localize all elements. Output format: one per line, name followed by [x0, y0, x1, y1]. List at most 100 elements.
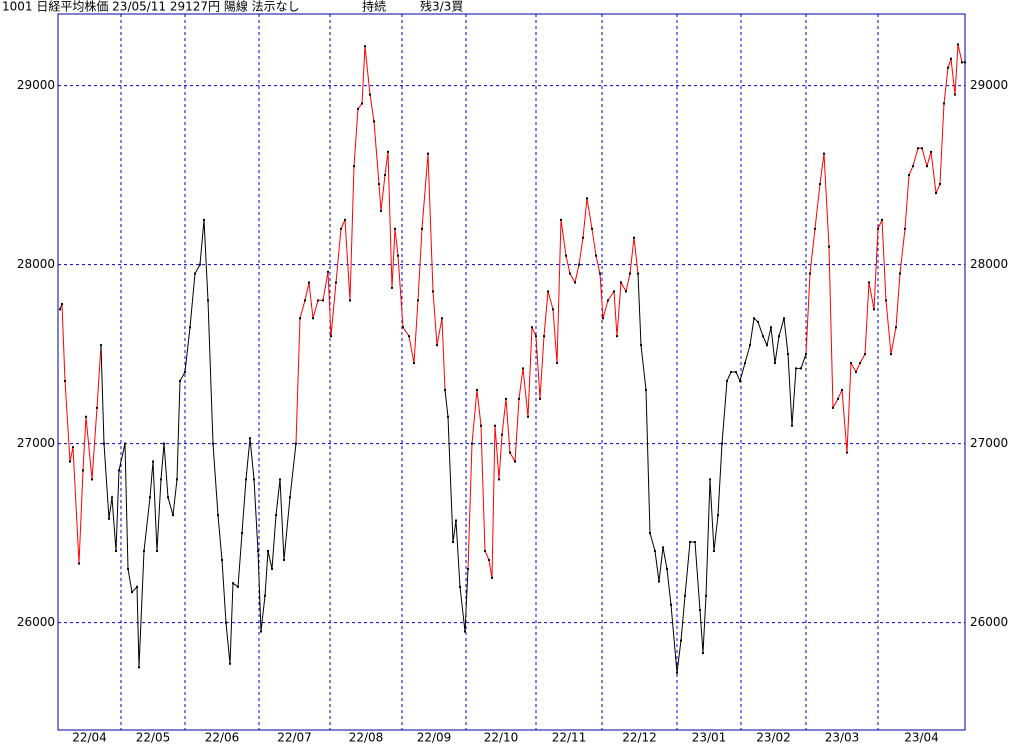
- price-point: [111, 496, 113, 499]
- price-point: [167, 496, 169, 499]
- price-point: [744, 362, 746, 365]
- price-point: [136, 585, 138, 588]
- price-point: [131, 591, 133, 594]
- price-point: [143, 550, 145, 552]
- price-point: [253, 478, 255, 481]
- x-tick-label: 23/03: [825, 731, 860, 745]
- price-point: [444, 388, 446, 391]
- price-point: [189, 326, 191, 329]
- price-point: [459, 585, 461, 588]
- y-tick-label-right: 26000: [970, 615, 1008, 629]
- price-point: [599, 272, 601, 275]
- price-point: [607, 299, 609, 302]
- price-point: [249, 437, 251, 440]
- price-point: [552, 308, 554, 311]
- line-connector: [295, 318, 301, 444]
- price-point: [514, 460, 516, 463]
- price-point: [950, 57, 952, 60]
- price-point: [85, 415, 87, 418]
- x-tick-label: 22/11: [552, 731, 587, 745]
- price-point: [800, 367, 802, 370]
- price-point: [59, 308, 61, 311]
- price-point: [518, 397, 520, 400]
- price-point: [397, 254, 399, 257]
- price-point: [217, 514, 219, 517]
- price-point: [179, 379, 181, 382]
- price-point: [930, 150, 932, 153]
- price-point: [846, 451, 848, 454]
- line-connector: [467, 443, 473, 569]
- price-point: [149, 496, 151, 499]
- price-point: [658, 580, 660, 583]
- x-tick-label: 22/06: [205, 731, 240, 745]
- price-point: [115, 550, 117, 552]
- price-point: [705, 594, 707, 597]
- price-point: [908, 174, 910, 177]
- line-connector: [61, 303, 66, 381]
- price-point: [649, 532, 651, 535]
- price-point: [823, 152, 825, 155]
- price-point: [625, 290, 627, 293]
- x-tick-label: 22/12: [622, 731, 657, 745]
- price-point: [595, 254, 597, 257]
- price-point: [408, 335, 410, 338]
- x-tick-label: 22/08: [349, 731, 384, 745]
- x-tick-label: 23/02: [756, 731, 791, 745]
- price-point: [904, 227, 906, 230]
- price-point: [766, 344, 768, 347]
- price-point: [340, 227, 342, 230]
- price-point: [103, 442, 105, 445]
- price-point: [207, 299, 209, 302]
- price-point: [152, 460, 154, 463]
- price-point: [364, 45, 366, 48]
- price-point: [964, 61, 966, 64]
- price-point: [417, 299, 419, 302]
- x-tick-label: 23/04: [904, 731, 939, 745]
- price-point: [565, 254, 567, 257]
- price-point: [531, 326, 533, 329]
- price-point: [229, 662, 231, 665]
- price-point: [749, 344, 751, 347]
- x-tick-label: 22/04: [72, 731, 107, 745]
- price-point: [591, 227, 593, 230]
- price-point: [543, 335, 545, 338]
- y-tick-label: 27000: [17, 436, 55, 450]
- price-point: [560, 218, 562, 221]
- price-point: [805, 353, 807, 356]
- price-point: [100, 344, 102, 347]
- price-point: [578, 263, 580, 266]
- price-point: [380, 209, 382, 212]
- price-point: [96, 406, 98, 409]
- price-point: [676, 671, 678, 674]
- price-point: [432, 290, 434, 293]
- price-point: [841, 388, 843, 391]
- price-point: [717, 514, 719, 517]
- y-tick-label-right: 28000: [970, 257, 1008, 271]
- line-connector: [100, 345, 105, 444]
- price-point: [349, 299, 351, 302]
- price-point: [917, 147, 919, 150]
- price-point: [494, 424, 496, 427]
- price-point: [859, 362, 861, 365]
- price-point: [501, 433, 503, 436]
- price-point: [441, 317, 443, 320]
- price-point: [527, 415, 529, 418]
- price-point: [402, 326, 404, 329]
- line-connector: [805, 273, 811, 355]
- price-point: [795, 367, 797, 370]
- price-point: [391, 286, 393, 289]
- price-point: [275, 514, 277, 517]
- price-point: [569, 272, 571, 275]
- price-point: [753, 317, 755, 320]
- price-point: [726, 379, 728, 382]
- price-point: [91, 478, 93, 481]
- price-point: [819, 183, 821, 186]
- price-point: [436, 344, 438, 347]
- price-point: [232, 582, 234, 585]
- price-point: [330, 335, 332, 338]
- price-point: [194, 272, 196, 275]
- price-point: [225, 621, 227, 624]
- price-point: [620, 281, 622, 284]
